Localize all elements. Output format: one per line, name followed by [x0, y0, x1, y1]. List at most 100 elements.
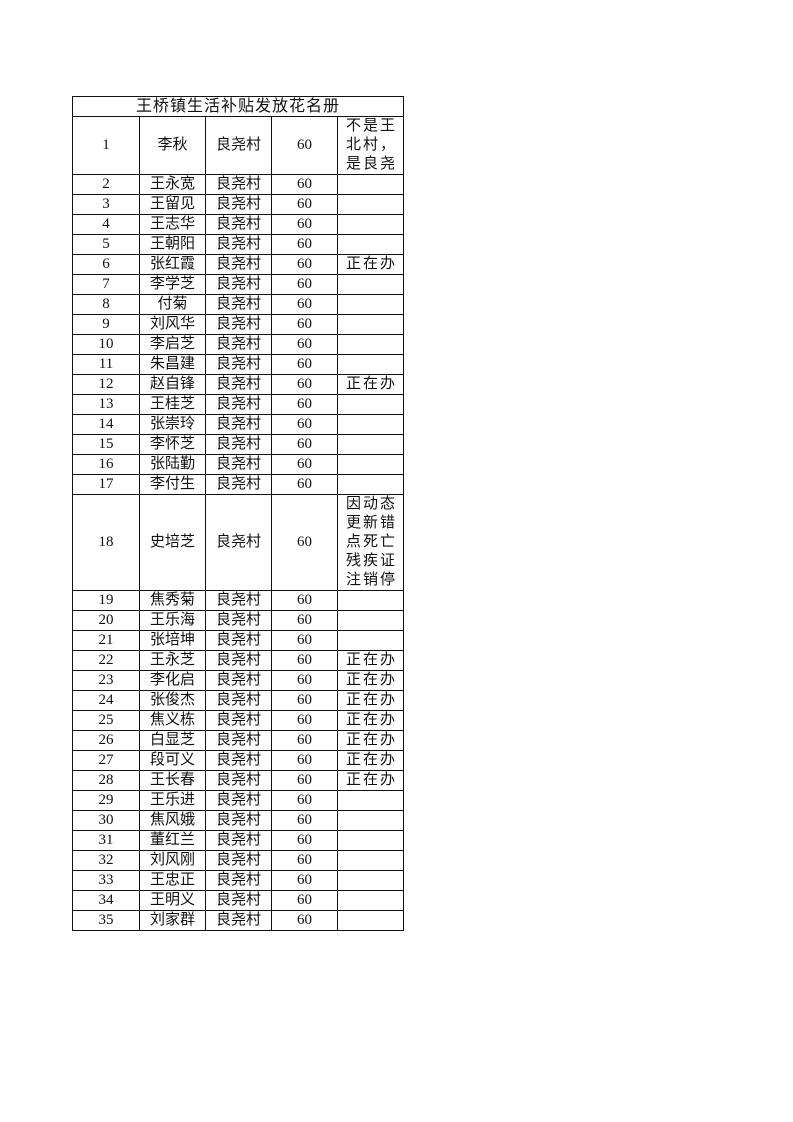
row-number-cell: 26 — [72, 730, 140, 751]
subsidy-amount-cell: 60 — [271, 234, 338, 255]
person-name-cell: 王留见 — [139, 194, 206, 215]
remark-cell: 正在办 — [336, 710, 405, 731]
table-row: 1 李秋 良尧村 60 不是王北村，是良尧 — [72, 116, 405, 175]
remark-cell: 正在办 — [336, 770, 405, 791]
table-row: 3 王留见 良尧村 60 — [72, 194, 405, 215]
remark-text: 正在办 — [346, 256, 398, 272]
person-name-cell: 李付生 — [139, 474, 206, 495]
person-name-cell: 王朝阳 — [139, 234, 206, 255]
village-name-cell: 良尧村 — [205, 850, 272, 871]
subsidy-amount-cell: 60 — [271, 750, 338, 771]
subsidy-amount-cell: 60 — [271, 116, 338, 175]
person-name-cell: 董红兰 — [139, 830, 206, 851]
table-row: 16 张陆勤 良尧村 60 — [72, 454, 405, 475]
village-name-cell: 良尧村 — [205, 334, 272, 355]
remark-text: 正在办 — [346, 712, 398, 728]
remark-text: 正在办 — [346, 376, 398, 392]
remark-cell — [336, 610, 405, 631]
remark-text: 正在办 — [346, 672, 398, 688]
subsidy-amount-cell: 60 — [271, 810, 338, 831]
table-row: 32 刘风刚 良尧村 60 — [72, 850, 405, 871]
village-name-cell: 良尧村 — [205, 274, 272, 295]
village-name-cell: 良尧村 — [205, 174, 272, 195]
person-name-cell: 付菊 — [139, 294, 206, 315]
village-name-cell: 良尧村 — [205, 294, 272, 315]
remark-cell — [336, 414, 405, 435]
person-name-cell: 王乐进 — [139, 790, 206, 811]
village-name-cell: 良尧村 — [205, 610, 272, 631]
village-name-cell: 良尧村 — [205, 870, 272, 891]
village-name-cell: 良尧村 — [205, 890, 272, 911]
subsidy-amount-cell: 60 — [271, 870, 338, 891]
subsidy-amount-cell: 60 — [271, 354, 338, 375]
remark-text: 不是王北村，是良尧 — [346, 118, 398, 172]
remark-cell: 正在办 — [336, 254, 405, 275]
person-name-cell: 王忠正 — [139, 870, 206, 891]
subsidy-amount-cell: 60 — [271, 610, 338, 631]
row-number-cell: 11 — [72, 354, 140, 375]
subsidy-amount-cell: 60 — [271, 890, 338, 911]
row-number-cell: 28 — [72, 770, 140, 791]
person-name-cell: 李怀芝 — [139, 434, 206, 455]
remark-cell — [336, 810, 405, 831]
person-name-cell: 张崇玲 — [139, 414, 206, 435]
person-name-cell: 王乐海 — [139, 610, 206, 631]
row-number-cell: 18 — [72, 494, 140, 591]
subsidy-amount-cell: 60 — [271, 850, 338, 871]
person-name-cell: 焦秀菊 — [139, 590, 206, 611]
row-number-cell: 17 — [72, 474, 140, 495]
subsidy-amount-cell: 60 — [271, 294, 338, 315]
person-name-cell: 刘家群 — [139, 910, 206, 931]
remark-cell — [336, 274, 405, 295]
table-row: 11 朱昌建 良尧村 60 — [72, 354, 405, 375]
village-name-cell: 良尧村 — [205, 414, 272, 435]
table-row: 18 史培芝 良尧村 60 因动态更新错点死亡残疾证注销停 — [72, 494, 405, 591]
table-row: 10 李启芝 良尧村 60 — [72, 334, 405, 355]
village-name-cell: 良尧村 — [205, 630, 272, 651]
row-number-cell: 8 — [72, 294, 140, 315]
row-number-cell: 33 — [72, 870, 140, 891]
row-number-cell: 3 — [72, 194, 140, 215]
table-row: 35 刘家群 良尧村 60 — [72, 910, 405, 931]
table-row: 5 王朝阳 良尧村 60 — [72, 234, 405, 255]
person-name-cell: 焦风娥 — [139, 810, 206, 831]
remark-cell — [336, 334, 405, 355]
row-number-cell: 29 — [72, 790, 140, 811]
table-row: 33 王忠正 良尧村 60 — [72, 870, 405, 891]
table-row: 9 刘风华 良尧村 60 — [72, 314, 405, 335]
person-name-cell: 张俊杰 — [139, 690, 206, 711]
remark-cell — [336, 890, 405, 911]
village-name-cell: 良尧村 — [205, 116, 272, 175]
row-number-cell: 16 — [72, 454, 140, 475]
person-name-cell: 张红霞 — [139, 254, 206, 275]
person-name-cell: 史培芝 — [139, 494, 206, 591]
remark-cell — [336, 434, 405, 455]
village-name-cell: 良尧村 — [205, 454, 272, 475]
village-name-cell: 良尧村 — [205, 354, 272, 375]
person-name-cell: 李学芝 — [139, 274, 206, 295]
title-row: 王桥镇生活补贴发放花名册 — [71, 96, 405, 117]
subsidy-amount-cell: 60 — [271, 174, 338, 195]
remark-cell: 正在办 — [336, 750, 405, 771]
village-name-cell: 良尧村 — [205, 254, 272, 275]
row-number-cell: 22 — [72, 650, 140, 671]
village-name-cell: 良尧村 — [205, 494, 272, 591]
person-name-cell: 李化启 — [139, 670, 206, 691]
table-row: 12 赵自锋 良尧村 60 正在办 — [72, 374, 405, 395]
remark-cell: 正在办 — [336, 730, 405, 751]
subsidy-amount-cell: 60 — [271, 194, 338, 215]
subsidy-amount-cell: 60 — [271, 770, 338, 791]
subsidy-amount-cell: 60 — [271, 710, 338, 731]
village-name-cell: 良尧村 — [205, 234, 272, 255]
person-name-cell: 刘风刚 — [139, 850, 206, 871]
row-number-cell: 21 — [72, 630, 140, 651]
table-row: 30 焦风娥 良尧村 60 — [72, 810, 405, 831]
subsidy-amount-cell: 60 — [271, 590, 338, 611]
table-title: 王桥镇生活补贴发放花名册 — [71, 96, 405, 117]
person-name-cell: 王明义 — [139, 890, 206, 911]
subsidy-amount-cell: 60 — [271, 670, 338, 691]
row-number-cell: 10 — [72, 334, 140, 355]
village-name-cell: 良尧村 — [205, 650, 272, 671]
subsidy-amount-cell: 60 — [271, 630, 338, 651]
remark-cell — [336, 850, 405, 871]
